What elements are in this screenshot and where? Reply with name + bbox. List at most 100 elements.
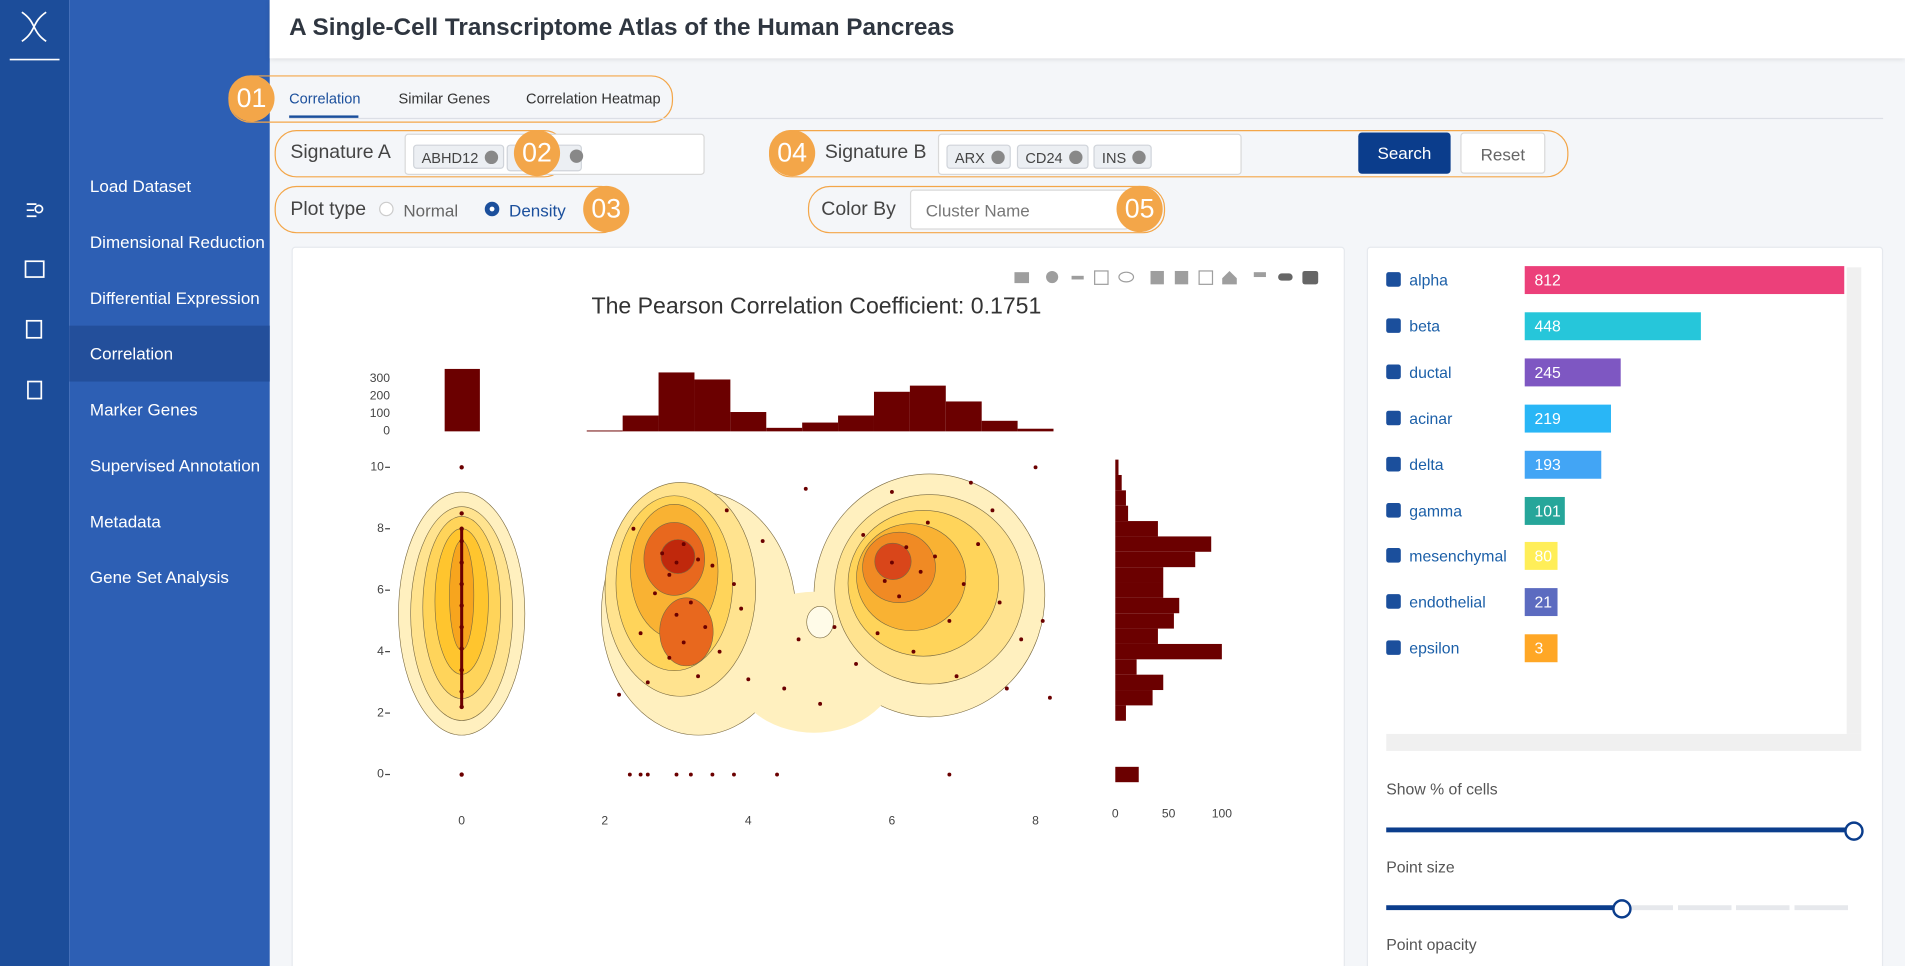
- tab-underline: [289, 115, 359, 118]
- radio-label[interactable]: Density: [509, 200, 566, 220]
- cluster-name[interactable]: gamma: [1409, 501, 1462, 520]
- cluster-row: mesenchymal 80: [1386, 542, 1872, 571]
- tool-icon[interactable]: [1094, 270, 1109, 285]
- x-tick-label: 8: [1032, 814, 1039, 828]
- icon[interactable]: [27, 380, 43, 400]
- tag-remove[interactable]: [1068, 150, 1083, 165]
- icon[interactable]: [25, 319, 43, 339]
- reset-button[interactable]: Reset: [1460, 132, 1546, 174]
- tab[interactable]: Similar Genes: [398, 89, 491, 107]
- tool-icon[interactable]: [1278, 273, 1293, 281]
- select[interactable]: Cluster Name: [909, 189, 1129, 230]
- badge: 02: [513, 130, 561, 177]
- point: [710, 563, 715, 568]
- bar: [1115, 705, 1126, 721]
- bar: [1115, 582, 1164, 598]
- icon-rail: [0, 0, 70, 966]
- checkbox[interactable]: [1386, 502, 1401, 518]
- bar: [1115, 643, 1222, 660]
- radio[interactable]: [484, 201, 500, 217]
- cluster-name[interactable]: beta: [1409, 317, 1441, 336]
- tool-icon[interactable]: [1014, 272, 1030, 284]
- value-label: 812: [1534, 270, 1561, 290]
- slider-handle[interactable]: [1612, 899, 1632, 919]
- tool-icon[interactable]: [1222, 270, 1237, 285]
- point: [681, 640, 686, 645]
- search-button[interactable]: Search: [1358, 132, 1451, 174]
- point: [724, 508, 729, 513]
- nav-item[interactable]: Correlation: [69, 325, 270, 382]
- tool-icon[interactable]: [1118, 271, 1135, 283]
- nav-item[interactable]: Supervised Annotation: [89, 455, 261, 476]
- checkbox[interactable]: [1386, 410, 1401, 425]
- y-tick-label: 200: [370, 388, 391, 402]
- slider-track[interactable]: [1386, 827, 1852, 833]
- cluster-name[interactable]: alpha: [1409, 270, 1448, 290]
- tool-icon[interactable]: [1046, 270, 1059, 284]
- slider-handle[interactable]: [1844, 821, 1864, 841]
- slider-track[interactable]: [1386, 905, 1620, 911]
- tag-remove[interactable]: [484, 150, 498, 165]
- nav-item[interactable]: Metadata: [89, 511, 161, 531]
- nav-item[interactable]: Marker Genes: [89, 399, 198, 420]
- logo: [9, 11, 60, 61]
- point: [818, 701, 823, 706]
- tag-input[interactable]: ARX CD24 INS: [937, 133, 1242, 175]
- checkbox[interactable]: [1386, 594, 1401, 610]
- point: [832, 625, 837, 629]
- cluster-name[interactable]: delta: [1409, 455, 1444, 474]
- checkbox[interactable]: [1386, 456, 1401, 471]
- cluster-row: acinar 219: [1386, 404, 1872, 433]
- point: [667, 572, 672, 577]
- tag-remove[interactable]: [569, 149, 584, 163]
- cluster-name[interactable]: ductal: [1409, 363, 1452, 382]
- tool-icon[interactable]: [1071, 275, 1084, 280]
- tool-icon[interactable]: [1174, 270, 1189, 285]
- checkbox[interactable]: [1386, 272, 1401, 287]
- checkbox[interactable]: [1386, 318, 1401, 333]
- tool-icon[interactable]: [1198, 270, 1214, 285]
- bar: [1524, 542, 1558, 571]
- bar: [1115, 690, 1153, 706]
- bar: [1115, 521, 1158, 537]
- tool-icon[interactable]: [1302, 270, 1319, 285]
- tool-icon[interactable]: [1150, 270, 1164, 285]
- cluster-name[interactable]: epsilon: [1409, 639, 1460, 658]
- point: [627, 772, 632, 777]
- point: [638, 772, 643, 777]
- bar: [658, 372, 695, 432]
- radio-label[interactable]: Normal: [403, 200, 459, 220]
- point: [775, 772, 779, 777]
- tool-icon[interactable]: [1253, 272, 1266, 278]
- scrollbar[interactable]: [1386, 733, 1862, 751]
- bar: [1524, 358, 1622, 387]
- cluster-name[interactable]: endothelial: [1409, 593, 1486, 612]
- icon[interactable]: [24, 260, 45, 278]
- scrollbar[interactable]: [1846, 267, 1862, 734]
- point: [760, 539, 765, 543]
- bar: [1115, 567, 1164, 583]
- icon[interactable]: [34, 204, 44, 214]
- tag-remove[interactable]: [1132, 150, 1146, 165]
- point: [696, 557, 700, 562]
- checkbox[interactable]: [1386, 548, 1401, 564]
- point: [1033, 465, 1038, 470]
- icon[interactable]: [26, 203, 37, 218]
- bar: [586, 430, 623, 432]
- nav-item[interactable]: Dimensional Reduction: [89, 232, 265, 252]
- radio[interactable]: [379, 201, 394, 217]
- tab[interactable]: Correlation: [289, 89, 361, 107]
- nav-item[interactable]: Differential Expression: [89, 287, 260, 308]
- cluster-name[interactable]: mesenchymal: [1409, 547, 1507, 566]
- checkbox[interactable]: [1386, 364, 1401, 379]
- checkbox[interactable]: [1386, 640, 1401, 656]
- tag: INS: [1093, 144, 1152, 169]
- nav-item[interactable]: Load Dataset: [89, 176, 192, 196]
- point: [997, 600, 1002, 605]
- tab[interactable]: Correlation Heatmap: [526, 89, 661, 107]
- nav-item[interactable]: Gene Set Analysis: [89, 567, 229, 587]
- tag-remove[interactable]: [990, 150, 1005, 165]
- point: [796, 637, 801, 642]
- cluster-name[interactable]: acinar: [1409, 409, 1453, 428]
- point: [459, 526, 464, 531]
